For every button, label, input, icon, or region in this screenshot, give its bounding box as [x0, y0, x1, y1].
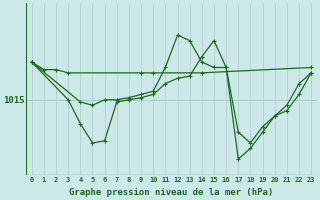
X-axis label: Graphe pression niveau de la mer (hPa): Graphe pression niveau de la mer (hPa) [69, 188, 274, 197]
